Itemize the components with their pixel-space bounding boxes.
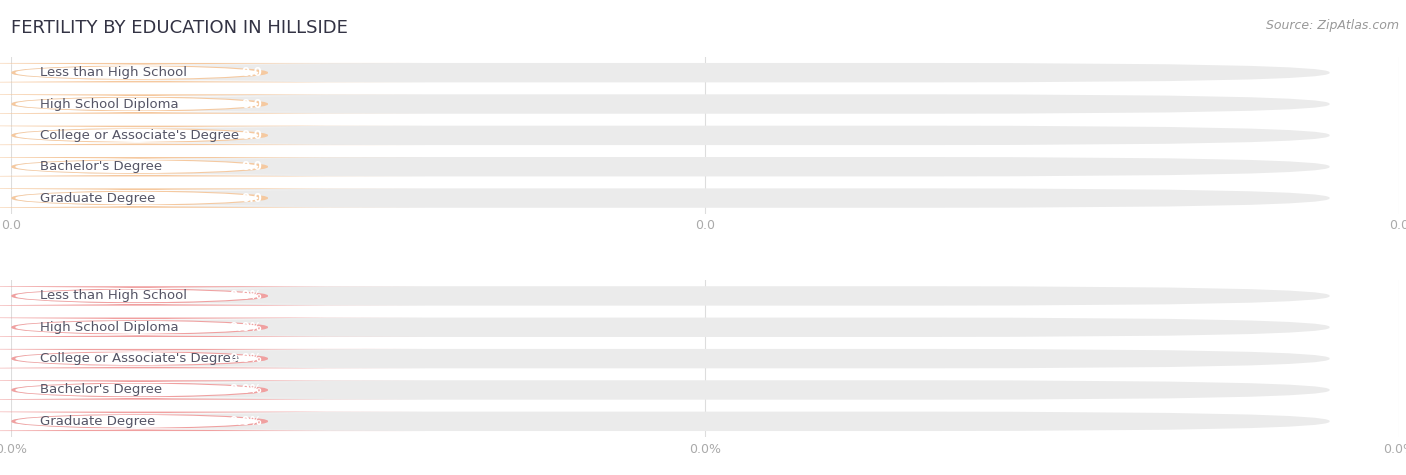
Text: Bachelor's Degree: Bachelor's Degree bbox=[41, 383, 163, 397]
Text: 0.0: 0.0 bbox=[242, 191, 263, 205]
Text: 0.0: 0.0 bbox=[242, 66, 263, 79]
FancyBboxPatch shape bbox=[0, 382, 354, 398]
FancyBboxPatch shape bbox=[0, 286, 425, 305]
FancyBboxPatch shape bbox=[0, 318, 425, 337]
Text: Bachelor's Degree: Bachelor's Degree bbox=[41, 160, 163, 173]
Text: College or Associate's Degree: College or Associate's Degree bbox=[41, 352, 239, 365]
FancyBboxPatch shape bbox=[0, 351, 354, 367]
Text: High School Diploma: High School Diploma bbox=[41, 321, 179, 334]
Text: 0.0%: 0.0% bbox=[229, 415, 263, 428]
FancyBboxPatch shape bbox=[0, 190, 354, 206]
Text: 0.0: 0.0 bbox=[242, 97, 263, 111]
FancyBboxPatch shape bbox=[11, 126, 1330, 145]
FancyBboxPatch shape bbox=[0, 413, 354, 429]
FancyBboxPatch shape bbox=[11, 286, 1330, 305]
FancyBboxPatch shape bbox=[0, 319, 354, 335]
Text: 0.0%: 0.0% bbox=[229, 321, 263, 334]
FancyBboxPatch shape bbox=[11, 157, 1330, 176]
Text: High School Diploma: High School Diploma bbox=[41, 97, 179, 111]
FancyBboxPatch shape bbox=[0, 63, 425, 82]
FancyBboxPatch shape bbox=[0, 95, 425, 114]
FancyBboxPatch shape bbox=[11, 189, 1330, 208]
FancyBboxPatch shape bbox=[11, 412, 1330, 431]
Text: 0.0%: 0.0% bbox=[229, 383, 263, 397]
FancyBboxPatch shape bbox=[11, 95, 1330, 114]
Text: Less than High School: Less than High School bbox=[41, 66, 187, 79]
FancyBboxPatch shape bbox=[0, 412, 425, 431]
FancyBboxPatch shape bbox=[11, 63, 1330, 82]
FancyBboxPatch shape bbox=[0, 126, 425, 145]
Text: Graduate Degree: Graduate Degree bbox=[41, 415, 156, 428]
Text: 0.0: 0.0 bbox=[242, 129, 263, 142]
FancyBboxPatch shape bbox=[0, 159, 354, 175]
Text: FERTILITY BY EDUCATION IN HILLSIDE: FERTILITY BY EDUCATION IN HILLSIDE bbox=[11, 19, 349, 37]
FancyBboxPatch shape bbox=[11, 349, 1330, 368]
Text: Less than High School: Less than High School bbox=[41, 289, 187, 303]
FancyBboxPatch shape bbox=[0, 349, 425, 368]
Text: Source: ZipAtlas.com: Source: ZipAtlas.com bbox=[1265, 19, 1399, 32]
FancyBboxPatch shape bbox=[0, 65, 354, 81]
FancyBboxPatch shape bbox=[0, 380, 425, 399]
FancyBboxPatch shape bbox=[0, 127, 354, 143]
FancyBboxPatch shape bbox=[0, 288, 354, 304]
FancyBboxPatch shape bbox=[11, 318, 1330, 337]
FancyBboxPatch shape bbox=[0, 157, 425, 176]
Text: 0.0: 0.0 bbox=[242, 160, 263, 173]
FancyBboxPatch shape bbox=[11, 380, 1330, 399]
Text: 0.0%: 0.0% bbox=[229, 352, 263, 365]
Text: College or Associate's Degree: College or Associate's Degree bbox=[41, 129, 239, 142]
FancyBboxPatch shape bbox=[0, 189, 425, 208]
Text: Graduate Degree: Graduate Degree bbox=[41, 191, 156, 205]
FancyBboxPatch shape bbox=[0, 96, 354, 112]
Text: 0.0%: 0.0% bbox=[229, 289, 263, 303]
